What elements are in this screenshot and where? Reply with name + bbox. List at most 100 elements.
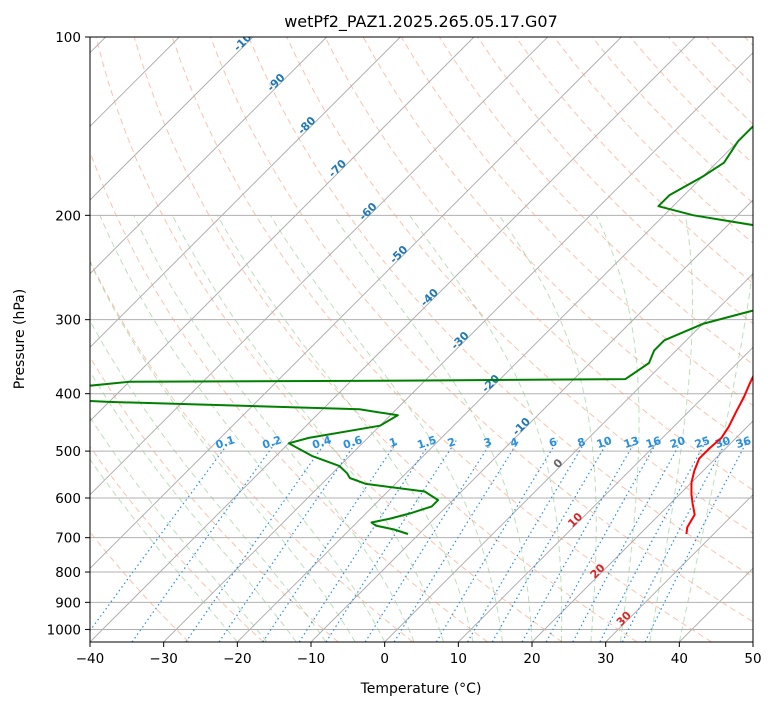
mixing-ratio-label: 2 bbox=[446, 435, 457, 450]
moist-adiabat bbox=[498, 215, 597, 642]
mixing-ratio-label: 3 bbox=[482, 435, 493, 450]
moist-adiabat bbox=[269, 215, 503, 642]
x-axis-label: Temperature (°C) bbox=[360, 681, 482, 697]
y-tick-label: 1000 bbox=[47, 622, 81, 638]
mixing-ratio-line bbox=[491, 440, 609, 642]
isotherm-line bbox=[90, 37, 475, 422]
dry-adiabat bbox=[90, 259, 414, 642]
x-tick-label: 10 bbox=[450, 651, 467, 667]
dry-adiabat bbox=[324, 37, 753, 491]
profile-series bbox=[90, 124, 753, 535]
moist-adiabat bbox=[678, 264, 753, 642]
isotherm-line bbox=[90, 37, 328, 275]
isotherm-line bbox=[752, 641, 753, 642]
dry-adiabat bbox=[248, 37, 753, 578]
y-tick-label: 800 bbox=[55, 565, 81, 581]
y-tick-label: 300 bbox=[55, 313, 81, 329]
x-tick-label: −30 bbox=[149, 651, 178, 667]
mixing-ratio-line bbox=[131, 440, 278, 642]
y-tick-label: 700 bbox=[55, 531, 81, 547]
x-tick-label: 30 bbox=[597, 651, 614, 667]
isotherm-line bbox=[457, 346, 753, 642]
y-tick-label: 900 bbox=[55, 595, 81, 611]
mixing-ratio-line bbox=[364, 440, 493, 642]
dry-adiabat bbox=[171, 37, 712, 642]
x-tick-label: −20 bbox=[223, 651, 252, 667]
mixing-ratio-line bbox=[521, 440, 637, 642]
mixing-ratio-label: 30 bbox=[713, 434, 732, 451]
moist-adiabat bbox=[172, 215, 445, 642]
x-tick-label: −10 bbox=[297, 651, 326, 667]
dry-adiabat bbox=[90, 445, 264, 642]
y-tick-label: 400 bbox=[55, 387, 81, 403]
chart-title: wetPf2_PAZ1.2025.265.05.17.G07 bbox=[284, 12, 558, 32]
moist-adiabat bbox=[649, 215, 693, 642]
mixing-ratio-line bbox=[572, 440, 683, 642]
mixing-ratio-line bbox=[545, 440, 659, 642]
isotherm-line bbox=[163, 51, 753, 642]
y-tick-label: 200 bbox=[55, 208, 81, 224]
mixing-ratio-line bbox=[644, 440, 748, 642]
x-tick-label: 50 bbox=[744, 651, 761, 667]
mixing-ratio-line bbox=[393, 440, 520, 642]
mixing-ratio-line bbox=[435, 440, 558, 642]
dry-adiabat bbox=[286, 37, 753, 534]
isotherm-label: 40 bbox=[643, 653, 663, 673]
mixing-ratio-label: 1 bbox=[388, 435, 399, 450]
moist-adiabat bbox=[90, 416, 268, 642]
y-axis-label: Pressure (hPa) bbox=[12, 289, 28, 389]
dry-adiabat bbox=[95, 37, 563, 642]
plot-frame bbox=[89, 36, 754, 643]
x-tick-label: 40 bbox=[671, 651, 688, 667]
moist-adiabat bbox=[333, 215, 533, 642]
mixing-ratio-labels: 0.1 0.2 0.4 0.6 1 1.5 2 3 4 6 8 10 13 16 20 25 30 36 bbox=[214, 433, 753, 451]
isotherm-line bbox=[90, 37, 696, 642]
mixing-ratio-label: 0.6 bbox=[341, 433, 364, 451]
dry-adiabat bbox=[133, 37, 638, 642]
x-tick-label: −40 bbox=[76, 651, 105, 667]
moist-adiabat bbox=[90, 458, 238, 642]
isotherm-line bbox=[90, 37, 622, 570]
x-tick-label: 0 bbox=[380, 651, 389, 667]
moist-adiabat bbox=[99, 215, 386, 642]
mixing-ratio-label: 10 bbox=[595, 434, 614, 451]
mixing-ratio-line bbox=[185, 440, 328, 642]
mixing-ratio-label: 0.2 bbox=[261, 433, 284, 451]
x-tick-label: 20 bbox=[523, 651, 540, 667]
mixing-ratio-line bbox=[298, 440, 432, 642]
moist-adiabat bbox=[90, 260, 356, 642]
mixing-ratio-label: 13 bbox=[622, 434, 641, 451]
mixing-ratio-label: 20 bbox=[668, 434, 687, 451]
dry-adiabat bbox=[515, 37, 753, 284]
mixing-ratio-label: 8 bbox=[576, 435, 587, 450]
y-tick-label: 500 bbox=[55, 444, 81, 460]
mixing-ratio-line bbox=[599, 440, 707, 642]
background-lines bbox=[90, 37, 753, 642]
y-tick-label: 100 bbox=[55, 30, 81, 46]
mixing-ratio-label: 1.5 bbox=[416, 433, 439, 451]
mixing-ratio-label: 6 bbox=[547, 435, 559, 450]
y-tick-label: 600 bbox=[55, 491, 81, 507]
moist-adiabat bbox=[90, 370, 297, 642]
isotherm-line bbox=[90, 37, 254, 201]
x-axis-ticks: −40 −30 −20 −10 0 10 20 30 40 50 bbox=[76, 642, 762, 667]
mixing-ratio-label: 4 bbox=[509, 435, 521, 450]
mixing-ratio-line bbox=[466, 440, 587, 642]
isotherm-line bbox=[310, 199, 753, 642]
temperature-line bbox=[685, 374, 753, 535]
mixing-ratio-label: 36 bbox=[734, 434, 753, 451]
dewpoint-line bbox=[90, 124, 753, 535]
moist-adiabat bbox=[595, 215, 640, 642]
mixing-ratio-label: 25 bbox=[693, 434, 712, 451]
mixing-ratio-line bbox=[621, 440, 728, 642]
isotherm-line bbox=[384, 272, 753, 642]
isotherm-line bbox=[605, 493, 753, 642]
plot-background bbox=[90, 37, 753, 642]
mixing-ratio-label: 0.4 bbox=[311, 433, 334, 451]
mixing-ratio-label: 16 bbox=[644, 434, 663, 451]
moist-adiabat bbox=[133, 215, 415, 642]
y-axis-ticks: 100 200 300 400 500 600 700 800 900 1000 bbox=[47, 30, 90, 638]
moist-adiabat bbox=[90, 319, 327, 642]
isotherm-line bbox=[90, 37, 401, 349]
